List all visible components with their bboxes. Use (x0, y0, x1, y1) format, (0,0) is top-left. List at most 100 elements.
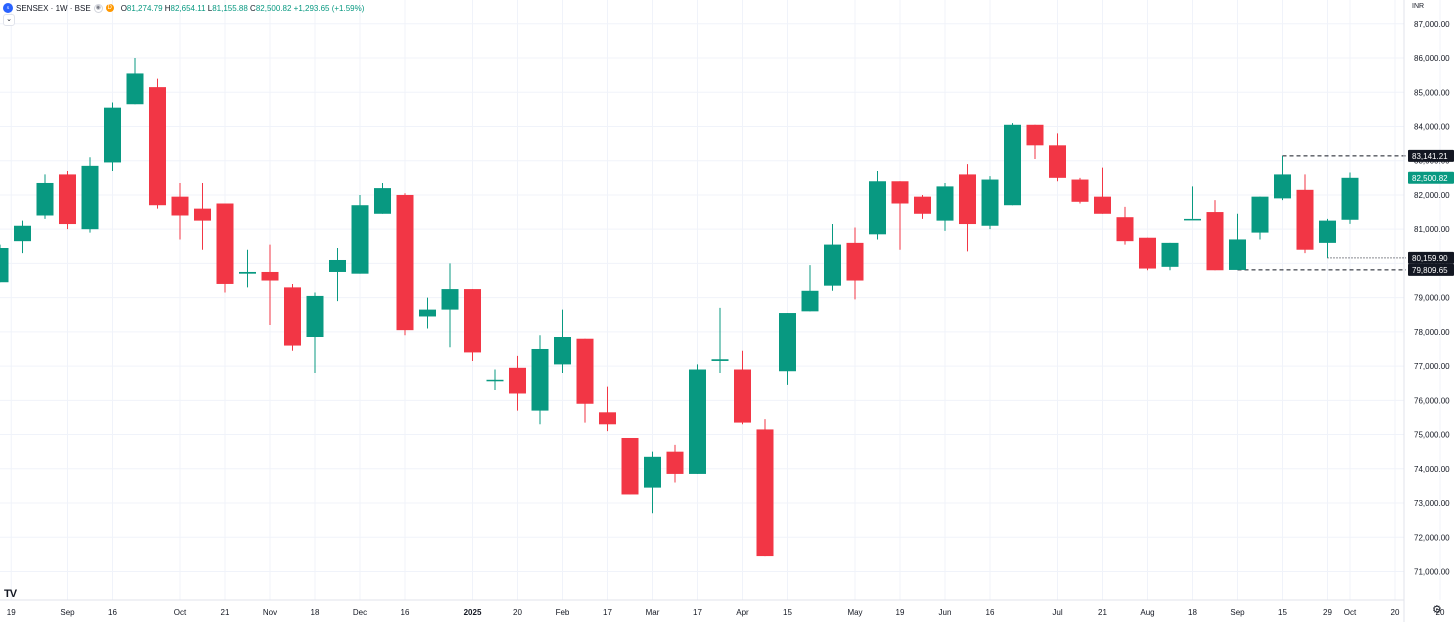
candle-up (419, 309, 436, 317)
candle-down (914, 196, 931, 214)
change-value: +1,293.65 (+1.59%) (293, 3, 365, 13)
candle-down (1026, 124, 1044, 146)
candle-up (801, 290, 819, 312)
y-tick-label: 84,000.00 (1414, 122, 1450, 131)
open-value: 81,274.79 (126, 3, 163, 13)
close-value: 82,500.82 (255, 3, 292, 13)
open-label: O (120, 3, 127, 13)
candle-up (329, 259, 346, 272)
candle-up (81, 165, 99, 230)
candle-up (1251, 196, 1269, 233)
candle-down (1049, 145, 1066, 178)
x-tick-label: 15 (1278, 608, 1287, 617)
high-label: H (164, 3, 171, 13)
candle-up (711, 359, 729, 361)
candle-up (486, 379, 504, 382)
y-tick-label: 74,000.00 (1414, 465, 1450, 474)
candle-down (846, 242, 864, 281)
x-tick-label: Jun (939, 608, 952, 617)
candle-up (0, 248, 9, 283)
candle-down (59, 174, 76, 225)
low-value: 81,155.88 (212, 3, 248, 13)
y-tick-label: 77,000.00 (1414, 362, 1450, 371)
candle-up (1341, 177, 1359, 220)
candle-down (1116, 217, 1134, 242)
symbol-legend[interactable]: S SENSEX · 1W · BSE ◉ D O81,274.79 H82,6… (3, 2, 364, 14)
candle-down (1296, 189, 1314, 250)
candle-up (126, 73, 144, 105)
candle-up (779, 313, 796, 372)
x-tick-label: Dec (353, 608, 367, 617)
y-tick-label: 85,000.00 (1414, 88, 1450, 97)
high-value: 82,654.11 (170, 3, 206, 13)
x-tick-label: 16 (401, 608, 410, 617)
candle-down (509, 367, 526, 394)
candle-down (261, 271, 279, 281)
y-tick-label: 81,000.00 (1414, 225, 1450, 234)
y-tick-label: 79,000.00 (1414, 294, 1450, 303)
x-tick-label: 19 (896, 608, 905, 617)
x-tick-label: Feb (556, 608, 570, 617)
candle-up (981, 179, 999, 226)
candle-down (756, 429, 774, 557)
x-tick-label: Sep (1230, 608, 1245, 617)
x-tick-label: 17 (603, 608, 612, 617)
price-label-text: 79,809.65 (1412, 266, 1448, 275)
candle-up (1184, 218, 1201, 221)
x-tick-label: Sep (60, 608, 75, 617)
y-tick-label: 78,000.00 (1414, 328, 1450, 337)
x-tick-label: Aug (1140, 608, 1154, 617)
y-tick-label: 75,000.00 (1414, 431, 1450, 440)
candle-down (284, 287, 301, 346)
candle-up (441, 289, 459, 310)
sensex-logo-icon: S (3, 3, 13, 13)
candle-up (1229, 239, 1246, 270)
y-tick-label: 82,000.00 (1414, 191, 1450, 200)
candle-down (599, 412, 616, 425)
candle-up (36, 182, 54, 216)
candle-up (554, 337, 571, 365)
price-label-box (1408, 251, 1454, 264)
candle-up (531, 348, 549, 411)
x-tick-label: Oct (174, 608, 187, 617)
candle-down (396, 194, 414, 331)
candle-down (1094, 196, 1111, 214)
currency-label[interactable]: INR (1412, 3, 1425, 10)
candle-down (216, 203, 234, 284)
candle-down (149, 87, 166, 206)
candle-down (621, 437, 639, 495)
visibility-icon[interactable]: ◉ (93, 3, 103, 13)
x-tick-label: 29 (1323, 608, 1332, 617)
candles (0, 58, 1359, 557)
candle-up (1274, 174, 1291, 199)
price-label-box (1408, 171, 1454, 184)
candle-up (1161, 242, 1179, 267)
tradingview-logo-icon[interactable]: TV (4, 588, 17, 600)
x-tick-label: Jul (1052, 608, 1062, 617)
grid-lines (0, 0, 1441, 600)
x-tick-label: 21 (1098, 608, 1107, 617)
x-tick-label: Oct (1344, 608, 1357, 617)
candle-up (1004, 124, 1021, 206)
x-tick-label: 18 (311, 608, 320, 617)
y-tick-label: 71,000.00 (1414, 567, 1450, 576)
candle-down (171, 196, 189, 216)
candle-down (1139, 237, 1156, 269)
candle-up (936, 186, 954, 221)
x-tick-label: 20 (1391, 608, 1400, 617)
candle-down (891, 181, 909, 204)
settings-gear-icon[interactable]: ⚙ (1432, 604, 1442, 616)
x-tick-label: 20 (1436, 608, 1445, 617)
x-tick-label: 18 (1188, 608, 1197, 617)
x-tick-label: 20 (513, 608, 522, 617)
x-tick-label: Mar (646, 608, 660, 617)
candle-down (194, 208, 211, 221)
symbol-name[interactable]: SENSEX · 1W · BSE (16, 3, 91, 13)
y-tick-label: 73,000.00 (1414, 499, 1450, 508)
legend-collapse-button[interactable]: ⌄ (3, 14, 15, 26)
candle-up (374, 188, 391, 214)
candle-down (666, 451, 684, 474)
ohlc-values: O81,274.79 H82,654.11 L81,155.88 C82,500… (121, 4, 365, 13)
